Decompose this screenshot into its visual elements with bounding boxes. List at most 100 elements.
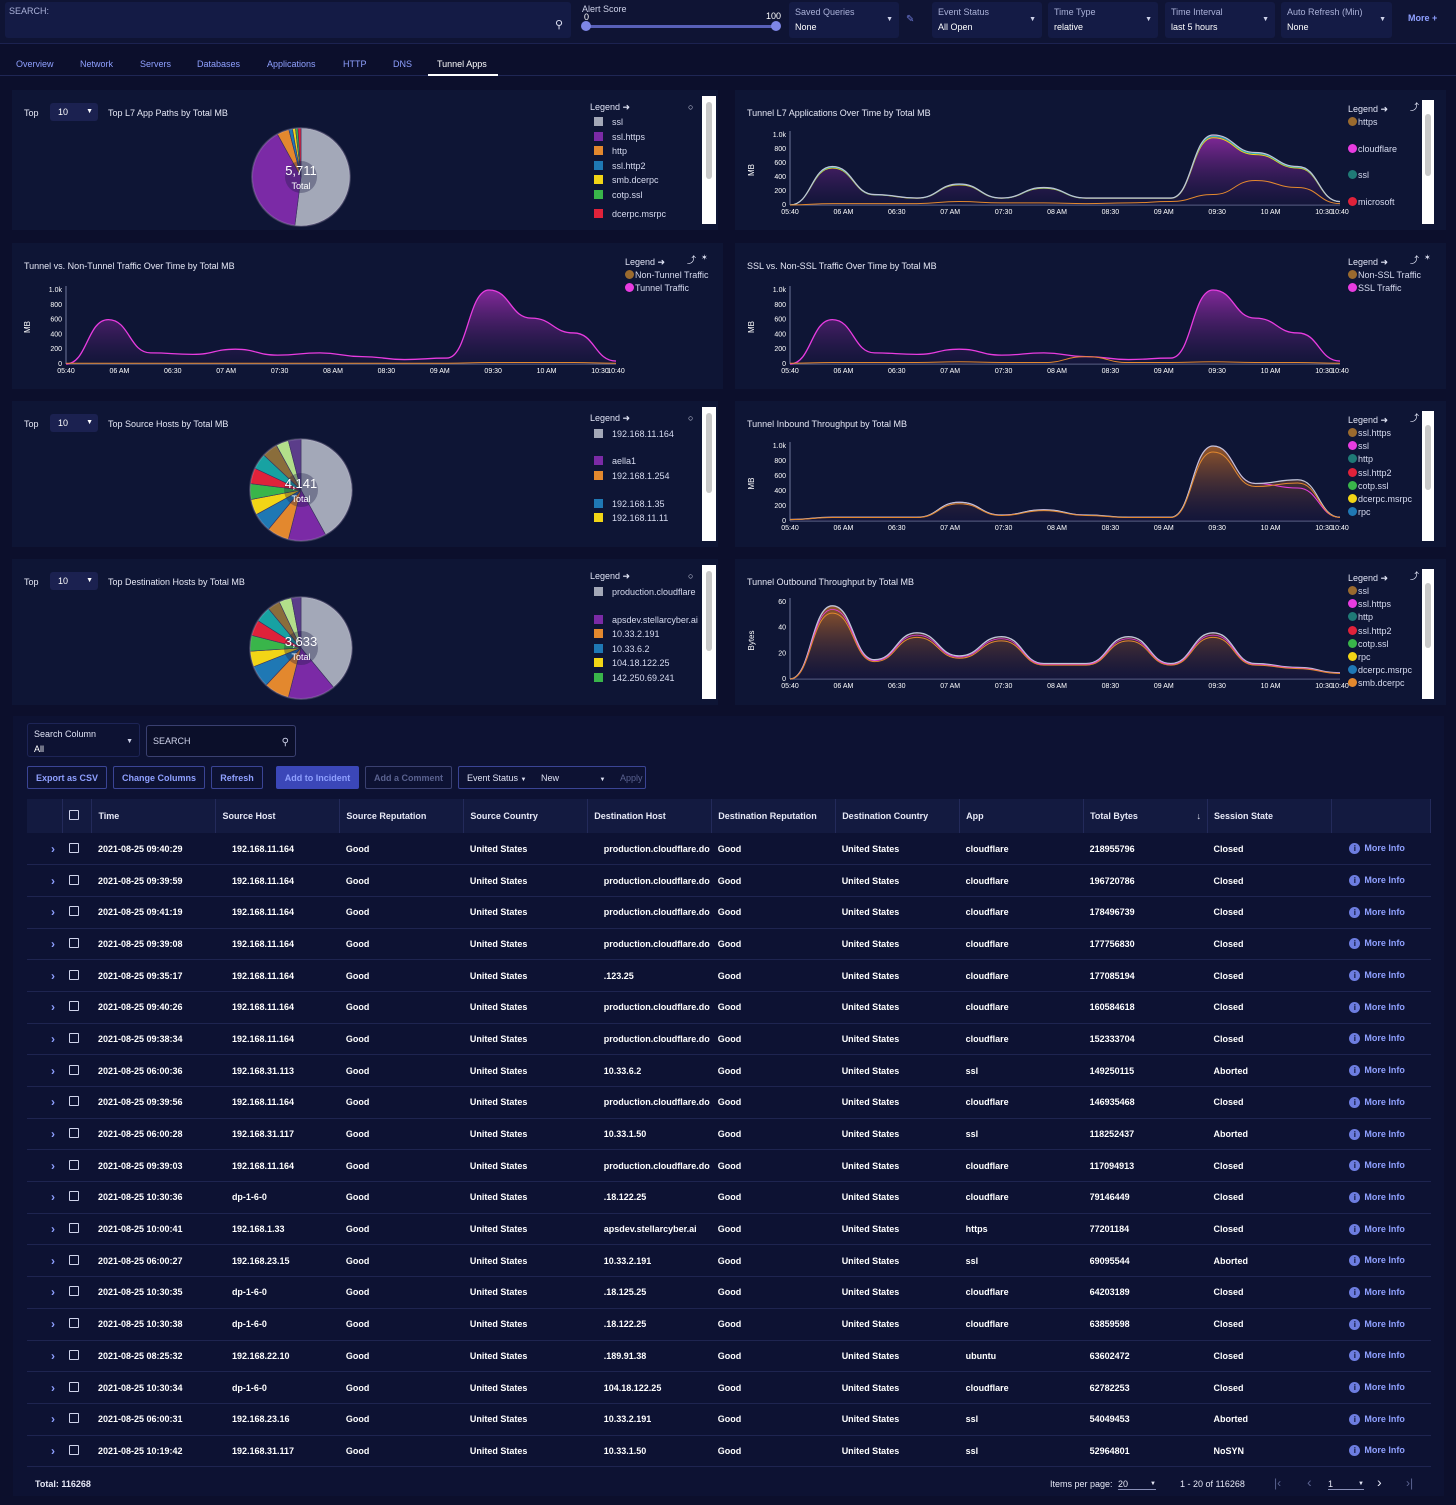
expand-cell[interactable]: › [27,959,63,992]
legend-item[interactable]: cotp.ssl [594,190,643,200]
column-header-app[interactable]: App [959,799,1085,833]
more-info-link[interactable]: More Info [1364,1033,1405,1044]
chevron-right-icon[interactable]: › [51,1285,55,1300]
expand-cell[interactable]: › [27,1213,63,1246]
select-cell[interactable] [62,1371,92,1404]
top-n-select[interactable]: 10 ▼ [50,414,98,432]
more-info-link[interactable]: More Info [1364,875,1405,886]
refresh-button[interactable]: Refresh [211,766,263,789]
chevron-right-icon[interactable]: › [51,1348,55,1363]
more-info-link[interactable]: More Info [1364,843,1405,854]
change-columns-button[interactable]: Change Columns [113,766,205,789]
legend-item[interactable]: cotp.ssl [1348,638,1389,649]
chevron-right-icon[interactable]: › [51,1000,55,1015]
tab-http[interactable]: HTTP [343,59,367,69]
expand-cell[interactable]: › [27,1435,63,1468]
pie-slice[interactable] [287,647,334,700]
more-info-cell[interactable]: i More Info [1331,991,1431,1024]
legend-item[interactable]: smb.dcerpc [594,175,659,185]
select-cell[interactable] [62,1403,92,1436]
legend-item[interactable]: 192.168.1.35 [594,499,665,509]
legend-header[interactable]: Legend ➜ [1348,415,1388,426]
legend-item[interactable]: ssl.http2 [594,161,646,171]
slider-handle-max[interactable] [771,21,781,31]
row-checkbox[interactable] [68,969,79,980]
expand-cell[interactable]: › [27,1276,63,1309]
more-info-link[interactable]: More Info [1364,1318,1405,1329]
event-status-value[interactable]: New [541,773,560,783]
table-row[interactable]: › 2021-08-25 06:00:31 192.168.23.16 Good Uni… [27,1403,1431,1436]
pie-options-icon[interactable]: ○ [688,102,694,112]
select-cell[interactable] [62,959,92,992]
legend-item[interactable]: 10.33.2.191 [594,629,660,639]
more-info-link[interactable]: More Info [1364,1001,1405,1012]
expand-cell[interactable]: › [27,991,63,1024]
search-icon[interactable]: ⚲ [281,737,289,748]
more-info-cell[interactable]: i More Info [1331,1371,1431,1404]
legend-header[interactable]: Legend ➜ [590,102,630,113]
table-row[interactable]: › 2021-08-25 09:35:17 192.168.11.164 Good Un… [27,959,1431,992]
expand-cell[interactable]: › [27,833,63,866]
more-info-cell[interactable]: i More Info [1331,1149,1431,1183]
expand-cell[interactable]: › [27,1118,63,1151]
expand-cell[interactable]: › [27,1149,63,1183]
more-filters-button[interactable]: More + [1408,13,1438,23]
series-line-https[interactable] [789,179,1341,206]
tab-applications[interactable]: Applications [267,59,316,69]
legend-toggle-icon[interactable]: ➜ [620,413,631,423]
legend-item[interactable]: ssl [1348,441,1369,451]
table-row[interactable]: › 2021-08-25 09:40:26 192.168.11.164 Good Un… [27,991,1431,1024]
table-row[interactable]: › 2021-08-25 10:19:42 192.168.31.117 Good Un… [27,1435,1431,1468]
expand-cell[interactable]: › [27,1181,63,1214]
series-line-total[interactable] [789,605,1341,680]
series-line-non-tunnel[interactable] [66,362,617,364]
chevron-right-icon[interactable]: › [51,1063,55,1078]
legend-scroll-thumb[interactable] [706,571,712,651]
legend-item[interactable]: dcerpc.msrpc [1348,665,1412,675]
info-icon[interactable]: i [1349,1350,1361,1362]
more-info-cell[interactable]: i More Info [1331,1213,1431,1246]
info-icon[interactable]: i [1349,1001,1361,1013]
table-row[interactable]: › 2021-08-25 10:30:35 dp-1-6-0 Good United S… [27,1276,1431,1309]
table-row[interactable]: › 2021-08-25 10:30:34 dp-1-6-0 Good United S… [27,1371,1431,1404]
series-line-tunnel[interactable] [789,289,1341,365]
more-info-link[interactable]: More Info [1364,906,1405,917]
more-info-link[interactable]: More Info [1364,1065,1405,1076]
column-header-destination-reputation[interactable]: Destination Reputation [711,799,837,833]
table-row[interactable]: › 2021-08-25 10:30:38 dp-1-6-0 Good United S… [27,1308,1431,1341]
legend-item[interactable]: ssl [1348,170,1369,180]
row-checkbox[interactable] [68,1254,79,1265]
select-cell[interactable] [62,1213,92,1246]
row-checkbox[interactable] [68,906,79,917]
legend-item[interactable]: ssl [594,117,623,127]
legend-scroll-thumb[interactable] [706,102,712,179]
expand-cell[interactable]: › [27,896,63,929]
search-column-select[interactable]: Search Column All ▼ [27,723,140,757]
slider-track[interactable] [586,25,776,28]
legend-scroll-thumb[interactable] [1425,425,1431,490]
row-checkbox[interactable] [68,1191,79,1202]
chevron-right-icon[interactable]: › [51,1412,55,1427]
series-line-non-tunnel[interactable] [789,356,1341,364]
pie-options-icon[interactable]: ○ [688,413,694,423]
more-info-link[interactable]: More Info [1364,1191,1405,1202]
series-area-tunnel[interactable] [790,290,1340,364]
info-icon[interactable]: i [1349,1413,1361,1425]
expand-cell[interactable]: › [27,1054,63,1087]
select-cell[interactable] [62,991,92,1024]
column-header-time[interactable]: Time [91,799,217,833]
chevron-right-icon[interactable]: › [51,1095,55,1110]
more-info-link[interactable]: More Info [1364,1350,1405,1361]
select-cell[interactable] [62,1244,92,1278]
export-csv-button[interactable]: Export as CSV [27,766,107,789]
expand-cell[interactable]: › [27,1023,63,1056]
chevron-right-icon[interactable]: › [51,873,55,888]
legend-item[interactable]: 10.33.6.2 [594,644,650,654]
legend-item[interactable]: Non-SSL Traffic [1348,270,1421,280]
chevron-right-icon[interactable]: › [51,1380,55,1395]
column-header-destination-country[interactable]: Destination Country [835,799,961,833]
row-checkbox[interactable] [68,1032,79,1043]
series-area-outbound[interactable] [790,605,1340,679]
event-status-select[interactable]: Event Status All Open ▼ [932,2,1042,38]
chevron-right-icon[interactable]: › [51,1190,55,1205]
